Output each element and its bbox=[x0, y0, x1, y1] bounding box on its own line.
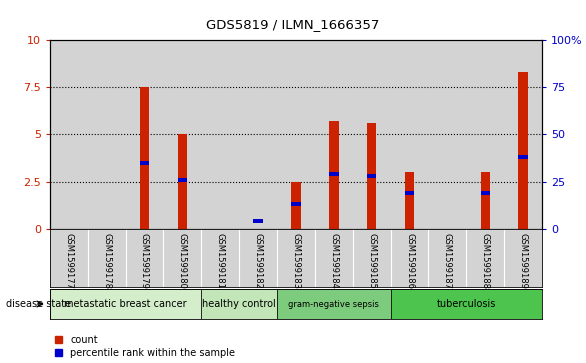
Text: GSM1599178: GSM1599178 bbox=[102, 233, 111, 289]
Bar bbox=[291, 202, 301, 206]
Bar bbox=[329, 172, 339, 176]
Text: GSM1599184: GSM1599184 bbox=[329, 233, 338, 289]
Bar bbox=[329, 121, 339, 229]
Bar bbox=[253, 219, 263, 223]
Bar bbox=[519, 72, 528, 229]
Bar bbox=[353, 40, 391, 229]
Bar bbox=[481, 172, 490, 229]
Bar bbox=[466, 40, 504, 229]
Text: tuberculosis: tuberculosis bbox=[437, 299, 496, 309]
Text: GSM1599182: GSM1599182 bbox=[254, 233, 263, 289]
Bar bbox=[367, 123, 376, 229]
Text: gram-negative sepsis: gram-negative sepsis bbox=[288, 299, 379, 309]
Bar bbox=[277, 289, 391, 319]
Bar bbox=[291, 182, 301, 229]
Bar bbox=[201, 289, 277, 319]
Text: GSM1599179: GSM1599179 bbox=[140, 233, 149, 289]
Bar bbox=[405, 191, 414, 195]
Bar bbox=[391, 40, 428, 229]
Bar bbox=[178, 178, 187, 182]
Bar bbox=[201, 40, 239, 229]
Text: GSM1599187: GSM1599187 bbox=[443, 233, 452, 289]
Bar bbox=[239, 40, 277, 229]
Bar bbox=[405, 172, 414, 229]
Text: GSM1599181: GSM1599181 bbox=[216, 233, 224, 289]
Text: GSM1599180: GSM1599180 bbox=[178, 233, 187, 289]
Bar bbox=[88, 40, 125, 229]
Bar bbox=[163, 40, 201, 229]
Text: metastatic breast cancer: metastatic breast cancer bbox=[64, 299, 187, 309]
Text: disease state: disease state bbox=[6, 299, 71, 309]
Text: GSM1599183: GSM1599183 bbox=[291, 233, 301, 289]
Bar bbox=[139, 161, 149, 164]
Bar bbox=[50, 40, 88, 229]
Bar bbox=[125, 40, 163, 229]
Text: GSM1599188: GSM1599188 bbox=[481, 233, 490, 289]
Bar bbox=[504, 40, 542, 229]
Bar bbox=[139, 87, 149, 229]
Bar bbox=[50, 289, 201, 319]
Bar bbox=[519, 155, 528, 159]
Text: GSM1599189: GSM1599189 bbox=[519, 233, 527, 289]
Bar bbox=[367, 174, 376, 178]
Text: GSM1599186: GSM1599186 bbox=[405, 233, 414, 289]
Text: GSM1599177: GSM1599177 bbox=[64, 233, 73, 289]
Bar bbox=[428, 40, 466, 229]
Bar bbox=[277, 40, 315, 229]
Legend: count, percentile rank within the sample: count, percentile rank within the sample bbox=[54, 335, 235, 358]
Text: healthy control: healthy control bbox=[202, 299, 276, 309]
Text: GSM1599185: GSM1599185 bbox=[367, 233, 376, 289]
Bar bbox=[178, 134, 187, 229]
Bar bbox=[391, 289, 542, 319]
Bar bbox=[315, 40, 353, 229]
Text: GDS5819 / ILMN_1666357: GDS5819 / ILMN_1666357 bbox=[206, 18, 380, 31]
Bar bbox=[481, 191, 490, 195]
